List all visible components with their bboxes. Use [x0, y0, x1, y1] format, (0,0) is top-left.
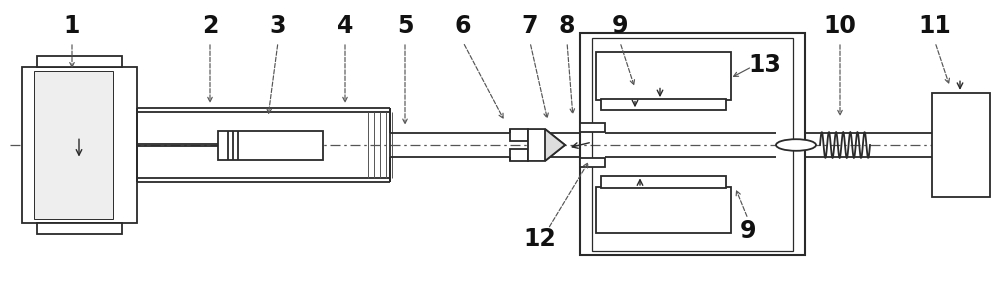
Polygon shape — [545, 129, 565, 161]
Text: 9: 9 — [740, 219, 756, 242]
Text: 13: 13 — [749, 53, 781, 77]
Text: 8: 8 — [559, 14, 575, 38]
Circle shape — [776, 139, 816, 151]
Bar — [510, 129, 528, 141]
Bar — [592, 38, 793, 251]
Text: 9: 9 — [612, 14, 628, 38]
Text: 3: 3 — [270, 14, 286, 38]
Bar — [34, 71, 113, 219]
Bar — [580, 123, 605, 132]
Bar — [37, 223, 122, 234]
Bar — [580, 33, 805, 255]
Bar — [932, 93, 990, 197]
Text: 5: 5 — [397, 14, 413, 38]
Bar — [510, 149, 528, 161]
Text: 12: 12 — [524, 227, 556, 251]
Bar — [37, 56, 122, 67]
Bar — [601, 99, 726, 110]
Text: 4: 4 — [337, 14, 353, 38]
Bar — [601, 176, 726, 188]
Bar — [596, 52, 731, 100]
Text: 11: 11 — [919, 14, 951, 38]
Polygon shape — [528, 129, 565, 161]
Bar — [596, 187, 731, 233]
Text: 6: 6 — [455, 14, 471, 38]
Text: 10: 10 — [824, 14, 856, 38]
Text: 2: 2 — [202, 14, 218, 38]
Text: 7: 7 — [522, 14, 538, 38]
Text: 1: 1 — [64, 14, 80, 38]
Bar — [22, 67, 137, 223]
Bar — [218, 130, 323, 160]
Bar — [580, 158, 605, 167]
